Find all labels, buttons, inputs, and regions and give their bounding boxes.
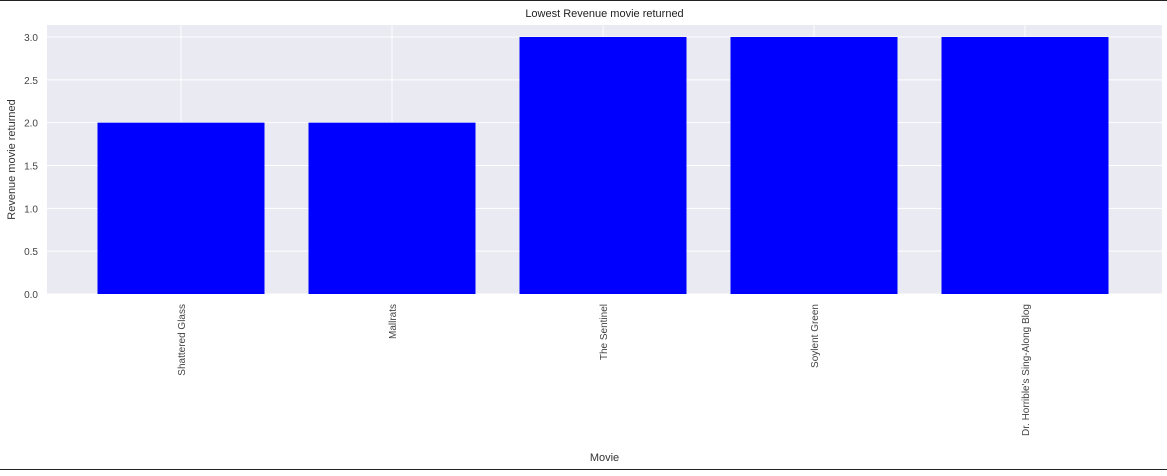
chart-title: Lowest Revenue movie returned xyxy=(525,8,683,20)
x-axis-label: Movie xyxy=(590,452,619,464)
y-tick-label: 2.5 xyxy=(24,76,38,87)
x-tick-label: Soylent Green xyxy=(810,304,821,368)
x-tick-labels: Shattered Glass Mallrats The Sentinel Soyle… xyxy=(177,304,1032,436)
y-tick-label: 0.0 xyxy=(24,290,38,301)
bar xyxy=(941,37,1109,294)
bar xyxy=(519,37,687,294)
y-tick-label: 1.0 xyxy=(24,204,38,215)
x-tick-label: Dr. Horrible's Sing-Along Blog xyxy=(1021,304,1032,436)
y-tick-label: 0.5 xyxy=(24,247,38,258)
y-axis-label: Revenue movie returned xyxy=(6,99,18,219)
y-tick-label: 1.5 xyxy=(24,162,38,173)
bars xyxy=(97,37,1109,295)
x-tick-label: Shattered Glass xyxy=(177,304,188,376)
bar xyxy=(308,122,476,295)
bar xyxy=(730,37,898,294)
x-tick-label: Mallrats xyxy=(388,304,399,339)
y-tick-label: 3.0 xyxy=(24,33,38,44)
x-tick-label: The Sentinel xyxy=(599,304,610,360)
bar xyxy=(97,122,265,295)
y-tick-labels: 0.0 0.5 1.0 1.5 2.0 2.5 3.0 xyxy=(24,33,38,301)
y-tick-label: 2.0 xyxy=(24,119,38,130)
